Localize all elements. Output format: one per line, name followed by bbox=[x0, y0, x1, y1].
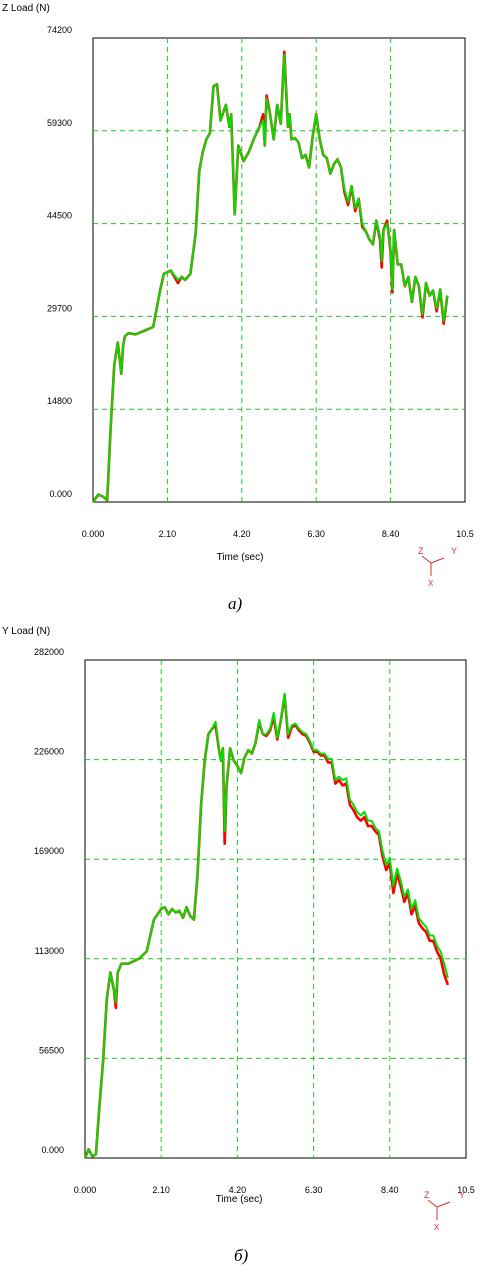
y-tick-label: 113000 bbox=[35, 946, 64, 956]
x-tick-label: 4.20 bbox=[233, 529, 251, 539]
triad-z-label: Z bbox=[418, 546, 424, 556]
x-axis-label: Time (sec) bbox=[217, 552, 264, 563]
y-tick-label: 56500 bbox=[39, 1045, 64, 1055]
x-tick-label: 4.20 bbox=[229, 1185, 247, 1195]
y-tick-label: 169000 bbox=[34, 846, 64, 856]
x-tick-label: 10.5 bbox=[456, 529, 474, 539]
x-tick-label: 8.40 bbox=[381, 1185, 399, 1195]
x-tick-label: 0.000 bbox=[82, 529, 105, 539]
y-tick-label: 226000 bbox=[34, 747, 64, 757]
series-lines bbox=[91, 50, 449, 503]
triad-x-label: X bbox=[434, 1223, 440, 1232]
triad-z-label: Z bbox=[424, 1190, 430, 1200]
caption-a: а) bbox=[228, 594, 243, 613]
x-tick-label: 8.40 bbox=[382, 529, 400, 539]
y-tick-labels: 0.000 14800 29700 44500 59300 74200 bbox=[47, 25, 72, 499]
y-axis-label: Z Load (N) bbox=[2, 3, 50, 14]
x-tick-label: 2.10 bbox=[159, 529, 177, 539]
y-tick-label: 0.000 bbox=[49, 489, 72, 499]
series-line-green bbox=[84, 692, 449, 1159]
y-tick-label: 14800 bbox=[47, 396, 72, 406]
y-tick-label: 282000 bbox=[34, 647, 64, 657]
series-lines bbox=[83, 692, 450, 1159]
x-tick-labels: 0.000 2.10 4.20 6.30 8.40 10.5 bbox=[82, 529, 474, 539]
x-tick-label: 6.30 bbox=[307, 529, 325, 539]
y-tick-label: 0.000 bbox=[41, 1145, 64, 1155]
y-tick-labels: 0.000 56500 113000 169000 226000 282000 bbox=[34, 647, 64, 1155]
x-tick-label: 2.10 bbox=[152, 1185, 170, 1195]
y-tick-label: 44500 bbox=[47, 211, 72, 221]
x-tick-label: 0.000 bbox=[74, 1185, 97, 1195]
x-tick-labels: 0.000 2.10 4.20 6.30 8.40 10.5 bbox=[74, 1185, 475, 1195]
grid bbox=[85, 660, 466, 1158]
y-tick-label: 74200 bbox=[47, 25, 72, 35]
x-axis-label: Time (sec) bbox=[216, 1194, 263, 1205]
series-line-green bbox=[92, 53, 449, 503]
caption-b: б) bbox=[234, 1246, 249, 1265]
y-tick-label: 59300 bbox=[47, 118, 72, 128]
y-load-chart: Y Load (N) 0.000 56500 113000 169000 226000 2… bbox=[2, 626, 475, 1232]
plot-frame bbox=[84, 659, 467, 1159]
x-tick-label: 10.5 bbox=[457, 1185, 475, 1195]
axis-triad-icon: Z Y X bbox=[418, 546, 457, 588]
triad-x-label: X bbox=[428, 579, 434, 588]
triad-y-label: Y bbox=[459, 1190, 465, 1200]
grid bbox=[93, 38, 465, 502]
y-tick-label: 29700 bbox=[47, 303, 72, 313]
x-tick-label: 6.30 bbox=[305, 1185, 323, 1195]
axis-triad-icon: Z Y X bbox=[424, 1190, 465, 1232]
triad-y-label: Y bbox=[451, 546, 457, 556]
z-load-chart: Z Load (N) 0.000 14800 29700 44500 59300 7420… bbox=[2, 3, 474, 588]
y-axis-label: Y Load (N) bbox=[2, 626, 50, 637]
